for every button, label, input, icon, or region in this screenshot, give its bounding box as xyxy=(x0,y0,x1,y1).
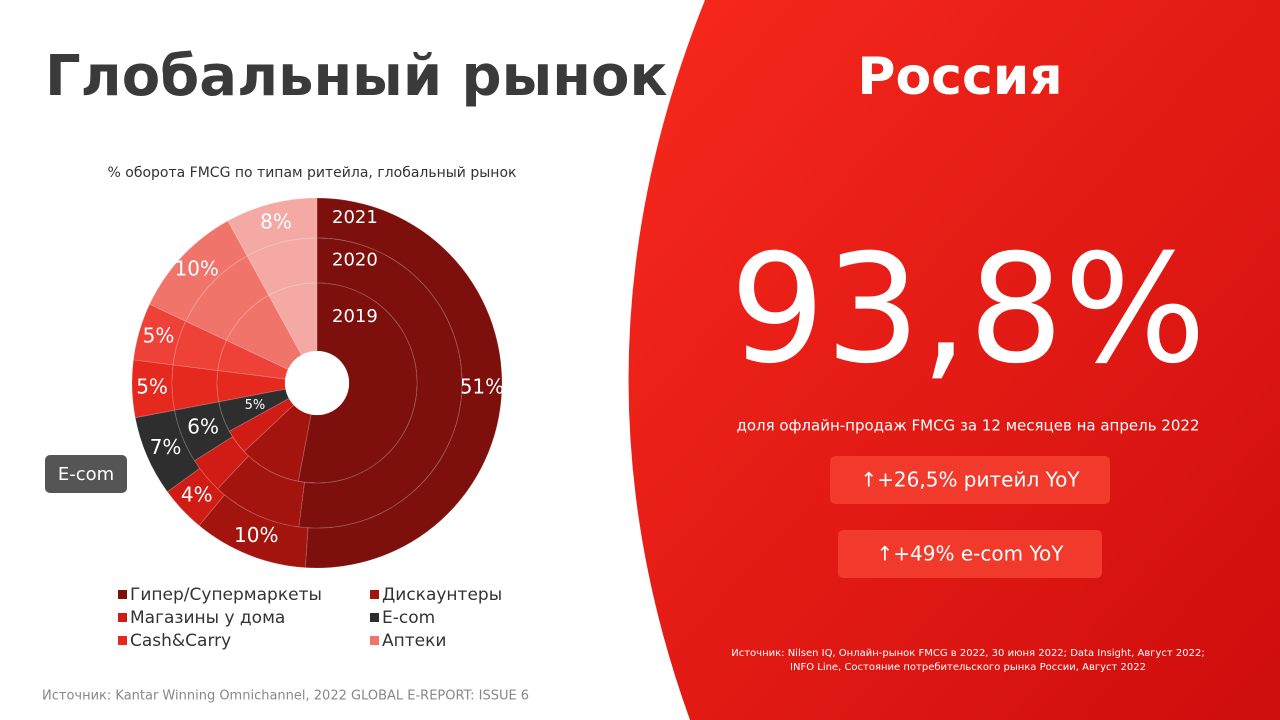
legend-swatch xyxy=(370,636,379,645)
ring-label: 2020 xyxy=(332,250,378,271)
big-number: 93,8% xyxy=(730,223,1207,397)
ring-label: 2019 xyxy=(332,306,378,327)
red-panel xyxy=(628,0,1280,720)
legend-label: Гипер/Супермаркеты xyxy=(130,585,322,605)
legend-swatch xyxy=(370,613,379,622)
caption: доля офлайн-продаж FMCG за 12 месяцев на… xyxy=(736,417,1199,435)
data-label: 51% xyxy=(460,375,504,399)
left-source: Источник: Kantar Winning Omnichannel, 20… xyxy=(42,689,529,704)
right-source: Источник: Nilsen IQ, Онлайн-рынок FMCG в… xyxy=(731,648,1204,659)
badge xyxy=(45,455,127,493)
pill-text: ↑+49% e-com YoY xyxy=(877,542,1065,566)
legend-label: Магазины у дома xyxy=(130,608,285,628)
data-label: 10% xyxy=(174,257,218,281)
legend-swatch xyxy=(118,590,127,599)
data-label: 4% xyxy=(181,482,213,506)
right-source: INFO Line, Состояние потребительского ры… xyxy=(790,662,1146,673)
legend-label: Cash&Carry xyxy=(130,631,231,651)
data-label: 5% xyxy=(136,375,168,399)
pill xyxy=(838,530,1102,578)
pie-segment xyxy=(171,364,220,411)
badge-text: E-com xyxy=(58,464,114,485)
legend-swatch xyxy=(118,636,127,645)
ring-label: 2021 xyxy=(332,207,378,228)
data-label: 8% xyxy=(260,210,292,234)
data-label: 5% xyxy=(143,323,175,347)
pie-hole xyxy=(285,351,349,415)
legend-swatch xyxy=(370,590,379,599)
right-title: Россия xyxy=(857,47,1062,107)
pill-text: ↑+26,5% ритейл YoY xyxy=(860,468,1080,492)
left-title: Глобальный рынок xyxy=(45,44,667,109)
data-label: 6% xyxy=(187,415,219,439)
data-label: 7% xyxy=(150,435,182,459)
legend-swatch xyxy=(118,613,127,622)
chart-subtitle: % оборота FMCG по типам ритейла, глобаль… xyxy=(108,165,517,181)
legend-label: E-com xyxy=(382,608,435,628)
data-label: 5% xyxy=(245,398,266,413)
pill xyxy=(830,456,1110,504)
legend-label: Аптеки xyxy=(382,631,446,651)
data-label: 10% xyxy=(234,523,278,547)
legend-label: Дискаунтеры xyxy=(382,585,502,605)
